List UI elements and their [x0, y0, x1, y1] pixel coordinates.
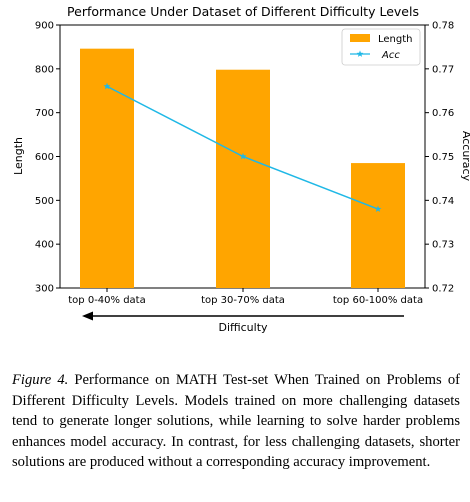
y-left-tick-label: 900	[35, 21, 54, 32]
x-tick-label: top 60-100% data	[333, 295, 423, 306]
y-right-tick-label: 0.77	[432, 64, 454, 75]
left-axis-ticks: 300 400 500 600 700 800 900	[35, 21, 60, 295]
x-tick-label: top 0-40% data	[68, 295, 145, 306]
y-right-tick-label: 0.76	[432, 108, 454, 119]
x-tick-label: top 30-70% data	[201, 295, 285, 306]
x-axis-label: Difficulty	[218, 321, 268, 334]
y-right-tick-label: 0.72	[432, 284, 454, 295]
legend: Length Acc	[341, 28, 421, 66]
caption-label: Figure 4.	[12, 372, 69, 388]
y-right-tick-label: 0.75	[432, 152, 454, 163]
difficulty-arrow-head	[82, 311, 93, 321]
accuracy-line-group	[103, 82, 382, 213]
figure-caption: Figure 4. Performance on MATH Test-set W…	[12, 370, 460, 473]
y-right-tick-label: 0.78	[432, 21, 454, 32]
y-right-label: Accuracy	[460, 131, 470, 182]
legend-length-swatch	[350, 34, 370, 42]
length-bar-2	[216, 69, 270, 289]
caption-text: Performance on MATH Test-set When Traine…	[12, 372, 460, 470]
y-left-tick-label: 600	[35, 152, 54, 163]
x-axis-ticks: top 0-40% data top 30-70% data top 60-100%…	[68, 288, 423, 306]
y-left-tick-label: 700	[35, 108, 54, 119]
y-left-tick-label: 300	[35, 284, 54, 295]
bars-group	[80, 48, 405, 289]
y-right-tick-label: 0.73	[432, 240, 454, 251]
legend-acc-label: Acc	[381, 50, 400, 61]
y-left-tick-label: 800	[35, 64, 54, 75]
accuracy-point-3	[374, 205, 382, 213]
y-right-tick-label: 0.74	[432, 196, 454, 207]
chart: Performance Under Dataset of Different D…	[12, 4, 470, 334]
y-left-tick-label: 400	[35, 240, 54, 251]
accuracy-point-1	[103, 82, 111, 90]
y-left-label: Length	[12, 137, 25, 175]
legend-length-label: Length	[378, 34, 413, 45]
accuracy-point-2	[239, 152, 247, 160]
legend-acc-marker	[356, 50, 364, 57]
y-left-tick-label: 500	[35, 196, 54, 207]
length-bar-1	[80, 48, 134, 288]
chart-title: Performance Under Dataset of Different D…	[67, 4, 419, 19]
right-axis-ticks: 0.72 0.73 0.74 0.75 0.76 0.77 0.78	[425, 21, 454, 295]
length-bar-3	[351, 163, 405, 288]
